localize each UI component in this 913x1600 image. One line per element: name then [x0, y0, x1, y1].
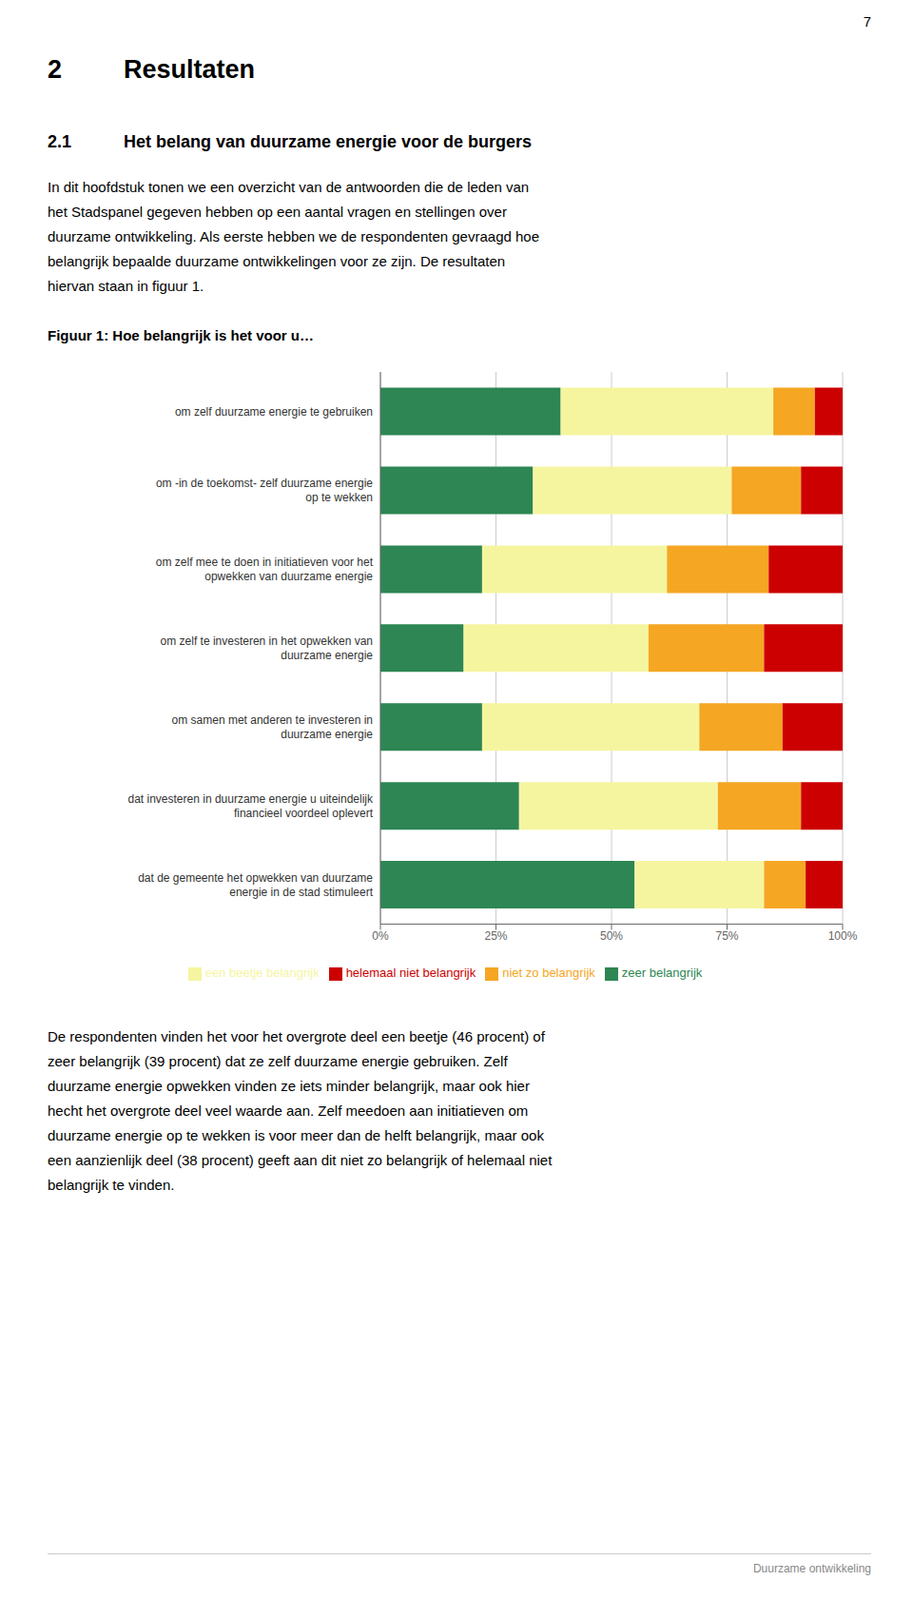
- html-text:Figuur 1: Hoe belangrijk is he: Figuur 1: Hoe belangrijk is het voor u…: [47, 327, 314, 344]
- html-text:7: 7: [863, 13, 872, 30]
- html-text:een beetje belangrijk: een beetje belangrijk: [205, 965, 320, 980]
- html-text:helemaal niet belangrijk: helemaal niet belangrijk: [345, 965, 476, 980]
- html-text:zeer belangrijk: zeer belangrijk: [621, 965, 703, 980]
- html-text:hecht het overgrote deel veel: hecht het overgrote deel veel waarde aan…: [47, 1102, 529, 1119]
- html-text:duurzame energie opwekken vind: duurzame energie opwekken vinden ze iets…: [47, 1077, 530, 1094]
- html-text:2.1: 2.1: [47, 132, 72, 152]
- svg-text:50%: 50%: [600, 929, 623, 943]
- html-text:hiervan staan in figuur 1.: hiervan staan in figuur 1.: [47, 277, 204, 294]
- html-text:Het belang van duurzame energi: Het belang van duurzame energie voor de …: [123, 132, 532, 152]
- svg-text:dat de gemeente het opwekken v: dat de gemeente het opwekken van duurzam…: [137, 871, 374, 899]
- html-text:2: 2: [47, 55, 62, 84]
- html-text:het Stadspanel gegeven hebben: het Stadspanel gegeven hebben op een aan…: [47, 203, 507, 220]
- svg-text:om zelf duurzame energie te ge: om zelf duurzame energie te gebruiken: [174, 405, 373, 419]
- html-text:duurzame ontwikkeling. Als eer: duurzame ontwikkeling. Als eerste hebben…: [47, 228, 540, 245]
- svg-text:0%: 0%: [371, 929, 389, 943]
- html-text:een aanzienlijk deel (38 proce: een aanzienlijk deel (38 procent) geeft …: [47, 1151, 552, 1168]
- html-text:In dit hoofdstuk tonen we een: In dit hoofdstuk tonen we een overzicht …: [47, 178, 529, 195]
- svg-text:om zelf te investeren in het o: om zelf te investeren in het opwekken va…: [160, 634, 374, 662]
- html-text:belangrijk bepaalde duurzame o: belangrijk bepaalde duurzame ontwikkelin…: [47, 252, 506, 270]
- svg-text:om zelf mee te doen in initiat: om zelf mee te doen in initiatieven voor…: [155, 555, 374, 583]
- svg-text:om samen met anderen te invest: om samen met anderen te investeren induu…: [172, 713, 374, 741]
- svg-text:100%: 100%: [828, 929, 858, 943]
- html-text:zeer belangrijk (39 procent) d: zeer belangrijk (39 procent) dat ze zelf…: [47, 1052, 508, 1069]
- html-text:Duurzame ontwikkeling: Duurzame ontwikkeling: [753, 1561, 872, 1575]
- svg-text:dat investeren in duurzame ene: dat investeren in duurzame energie u uit…: [128, 792, 374, 820]
- html-text:Resultaten: Resultaten: [123, 55, 255, 84]
- svg-text:25%: 25%: [484, 929, 507, 943]
- html-text:niet zo belangrijk: niet zo belangrijk: [502, 965, 596, 980]
- svg-text:75%: 75%: [715, 929, 739, 943]
- html-text:duurzame energie op te wekken: duurzame energie op te wekken is voor me…: [47, 1126, 544, 1144]
- html-text:belangrijk te vinden.: belangrijk te vinden.: [47, 1176, 175, 1193]
- svg-text:om -in de toekomst- zelf duurz: om -in de toekomst- zelf duurzame energi…: [155, 476, 373, 505]
- html-text:De respondenten vinden het voo: De respondenten vinden het voor het over…: [47, 1028, 545, 1045]
